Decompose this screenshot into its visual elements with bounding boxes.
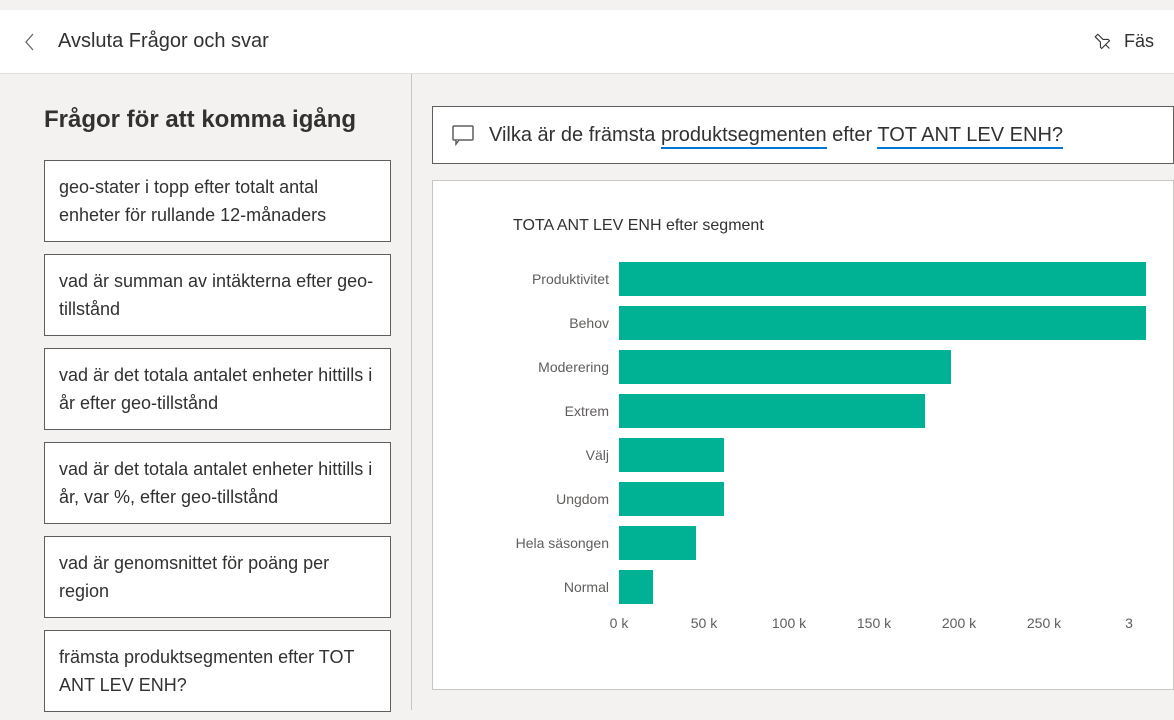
bar-label: Moderering — [513, 359, 619, 375]
pin-icon — [1087, 26, 1118, 57]
bar[interactable] — [619, 262, 1146, 296]
bar[interactable] — [619, 438, 724, 472]
bar-track — [619, 565, 1173, 609]
chat-icon — [451, 124, 475, 146]
bar-track — [619, 433, 1173, 477]
questions-list: geo-stater i topp efter totalt antal enh… — [44, 160, 391, 712]
bar-row: Produktivitet — [513, 257, 1173, 301]
tick-label: 3 — [1125, 615, 1133, 631]
bar[interactable] — [619, 394, 925, 428]
bar-track — [619, 389, 1173, 433]
bar[interactable] — [619, 482, 724, 516]
bars-container: Produktivitet Behov Moderering Extrem Välj Un… — [513, 257, 1173, 609]
bar-label: Behov — [513, 315, 619, 331]
bar-row: Hela säsongen — [513, 521, 1173, 565]
bar-label: Välj — [513, 447, 619, 463]
axis-spacer — [513, 615, 619, 635]
x-axis: 0 k 50 k 100 k 150 k 200 k 250 k 3 — [513, 615, 1173, 635]
bar[interactable] — [619, 306, 1146, 340]
chart: TOTA ANT LEV ENH efter segment Produktiv… — [432, 180, 1174, 690]
tick-label: 50 k — [691, 615, 717, 631]
bar-row: Välj — [513, 433, 1173, 477]
tick-label: 100 k — [772, 615, 806, 631]
query-term-1: produktsegmenten — [661, 124, 827, 149]
bar-row: Behov — [513, 301, 1173, 345]
bar-row: Ungdom — [513, 477, 1173, 521]
bar-track — [619, 521, 1173, 565]
bar-label: Hela säsongen — [513, 535, 619, 551]
question-card[interactable]: vad är genomsnittet för poäng per region — [44, 536, 391, 618]
bar-row: Moderering — [513, 345, 1173, 389]
back-button[interactable] — [20, 32, 40, 52]
query-term-2: TOT ANT LEV ENH? — [877, 124, 1063, 149]
content: Frågor för att komma igång geo-stater i … — [0, 74, 1174, 710]
header: Avsluta Frågor och svar Fäs — [0, 10, 1174, 74]
tick-label: 150 k — [857, 615, 891, 631]
bar-label: Produktivitet — [513, 271, 619, 287]
question-card[interactable]: vad är summan av intäkterna efter geo-ti… — [44, 254, 391, 336]
query-middle: efter — [827, 124, 878, 146]
tick-label: 200 k — [942, 615, 976, 631]
page-title: Avsluta Frågor och svar — [58, 30, 269, 53]
query-text: Vilka är de främsta produktsegmenten eft… — [489, 124, 1063, 147]
pin-label: Fäs — [1124, 31, 1154, 52]
question-card[interactable]: vad är det totala antalet enheter hittil… — [44, 442, 391, 524]
tick-label: 250 k — [1027, 615, 1061, 631]
main: Vilka är de främsta produktsegmenten eft… — [412, 74, 1174, 710]
sidebar: Frågor för att komma igång geo-stater i … — [0, 74, 412, 710]
sidebar-title: Frågor för att komma igång — [44, 106, 391, 134]
qna-window: Avsluta Frågor och svar Fäs Frågor för a… — [0, 0, 1174, 720]
chart-title: TOTA ANT LEV ENH efter segment — [513, 217, 1173, 235]
query-input[interactable]: Vilka är de främsta produktsegmenten eft… — [432, 106, 1174, 164]
chevron-left-icon — [23, 32, 37, 52]
question-card[interactable]: geo-stater i topp efter totalt antal enh… — [44, 160, 391, 242]
bar-row: Normal — [513, 565, 1173, 609]
bar-label: Extrem — [513, 403, 619, 419]
bar-track — [619, 477, 1173, 521]
bar-label: Normal — [513, 579, 619, 595]
bar-track — [619, 257, 1173, 301]
bar-track — [619, 301, 1173, 345]
axis-ticks: 0 k50 k100 k150 k200 k250 k3 — [619, 615, 1173, 635]
bar[interactable] — [619, 526, 696, 560]
question-card[interactable]: främsta produktsegmenten efter TOT ANT L… — [44, 630, 391, 712]
query-prefix: Vilka är de främsta — [489, 124, 661, 146]
tick-label: 0 k — [610, 615, 629, 631]
question-card[interactable]: vad är det totala antalet enheter hittil… — [44, 348, 391, 430]
bar[interactable] — [619, 570, 653, 604]
pin-button[interactable]: Fäs — [1092, 31, 1154, 53]
bar-track — [619, 345, 1173, 389]
bar-label: Ungdom — [513, 491, 619, 507]
header-left: Avsluta Frågor och svar — [20, 30, 269, 53]
bar-row: Extrem — [513, 389, 1173, 433]
bar[interactable] — [619, 350, 951, 384]
